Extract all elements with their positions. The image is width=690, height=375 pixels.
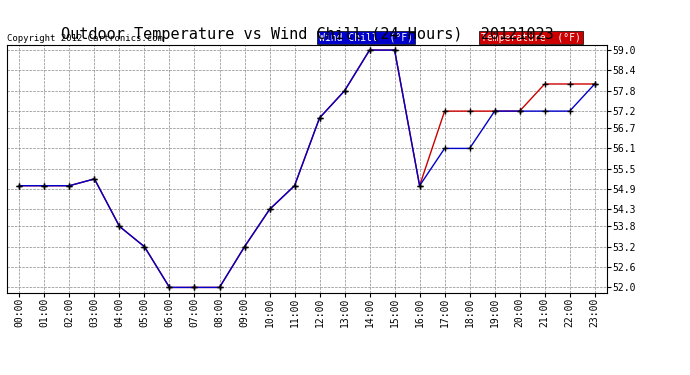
Title: Outdoor Temperature vs Wind Chill (24 Hours)  20121023: Outdoor Temperature vs Wind Chill (24 Ho… <box>61 27 553 42</box>
Text: Wind Chill  (°F): Wind Chill (°F) <box>319 33 413 42</box>
Text: Copyright 2012 Cartronics.com: Copyright 2012 Cartronics.com <box>7 33 163 42</box>
Text: Temperature  (°F): Temperature (°F) <box>481 33 581 42</box>
